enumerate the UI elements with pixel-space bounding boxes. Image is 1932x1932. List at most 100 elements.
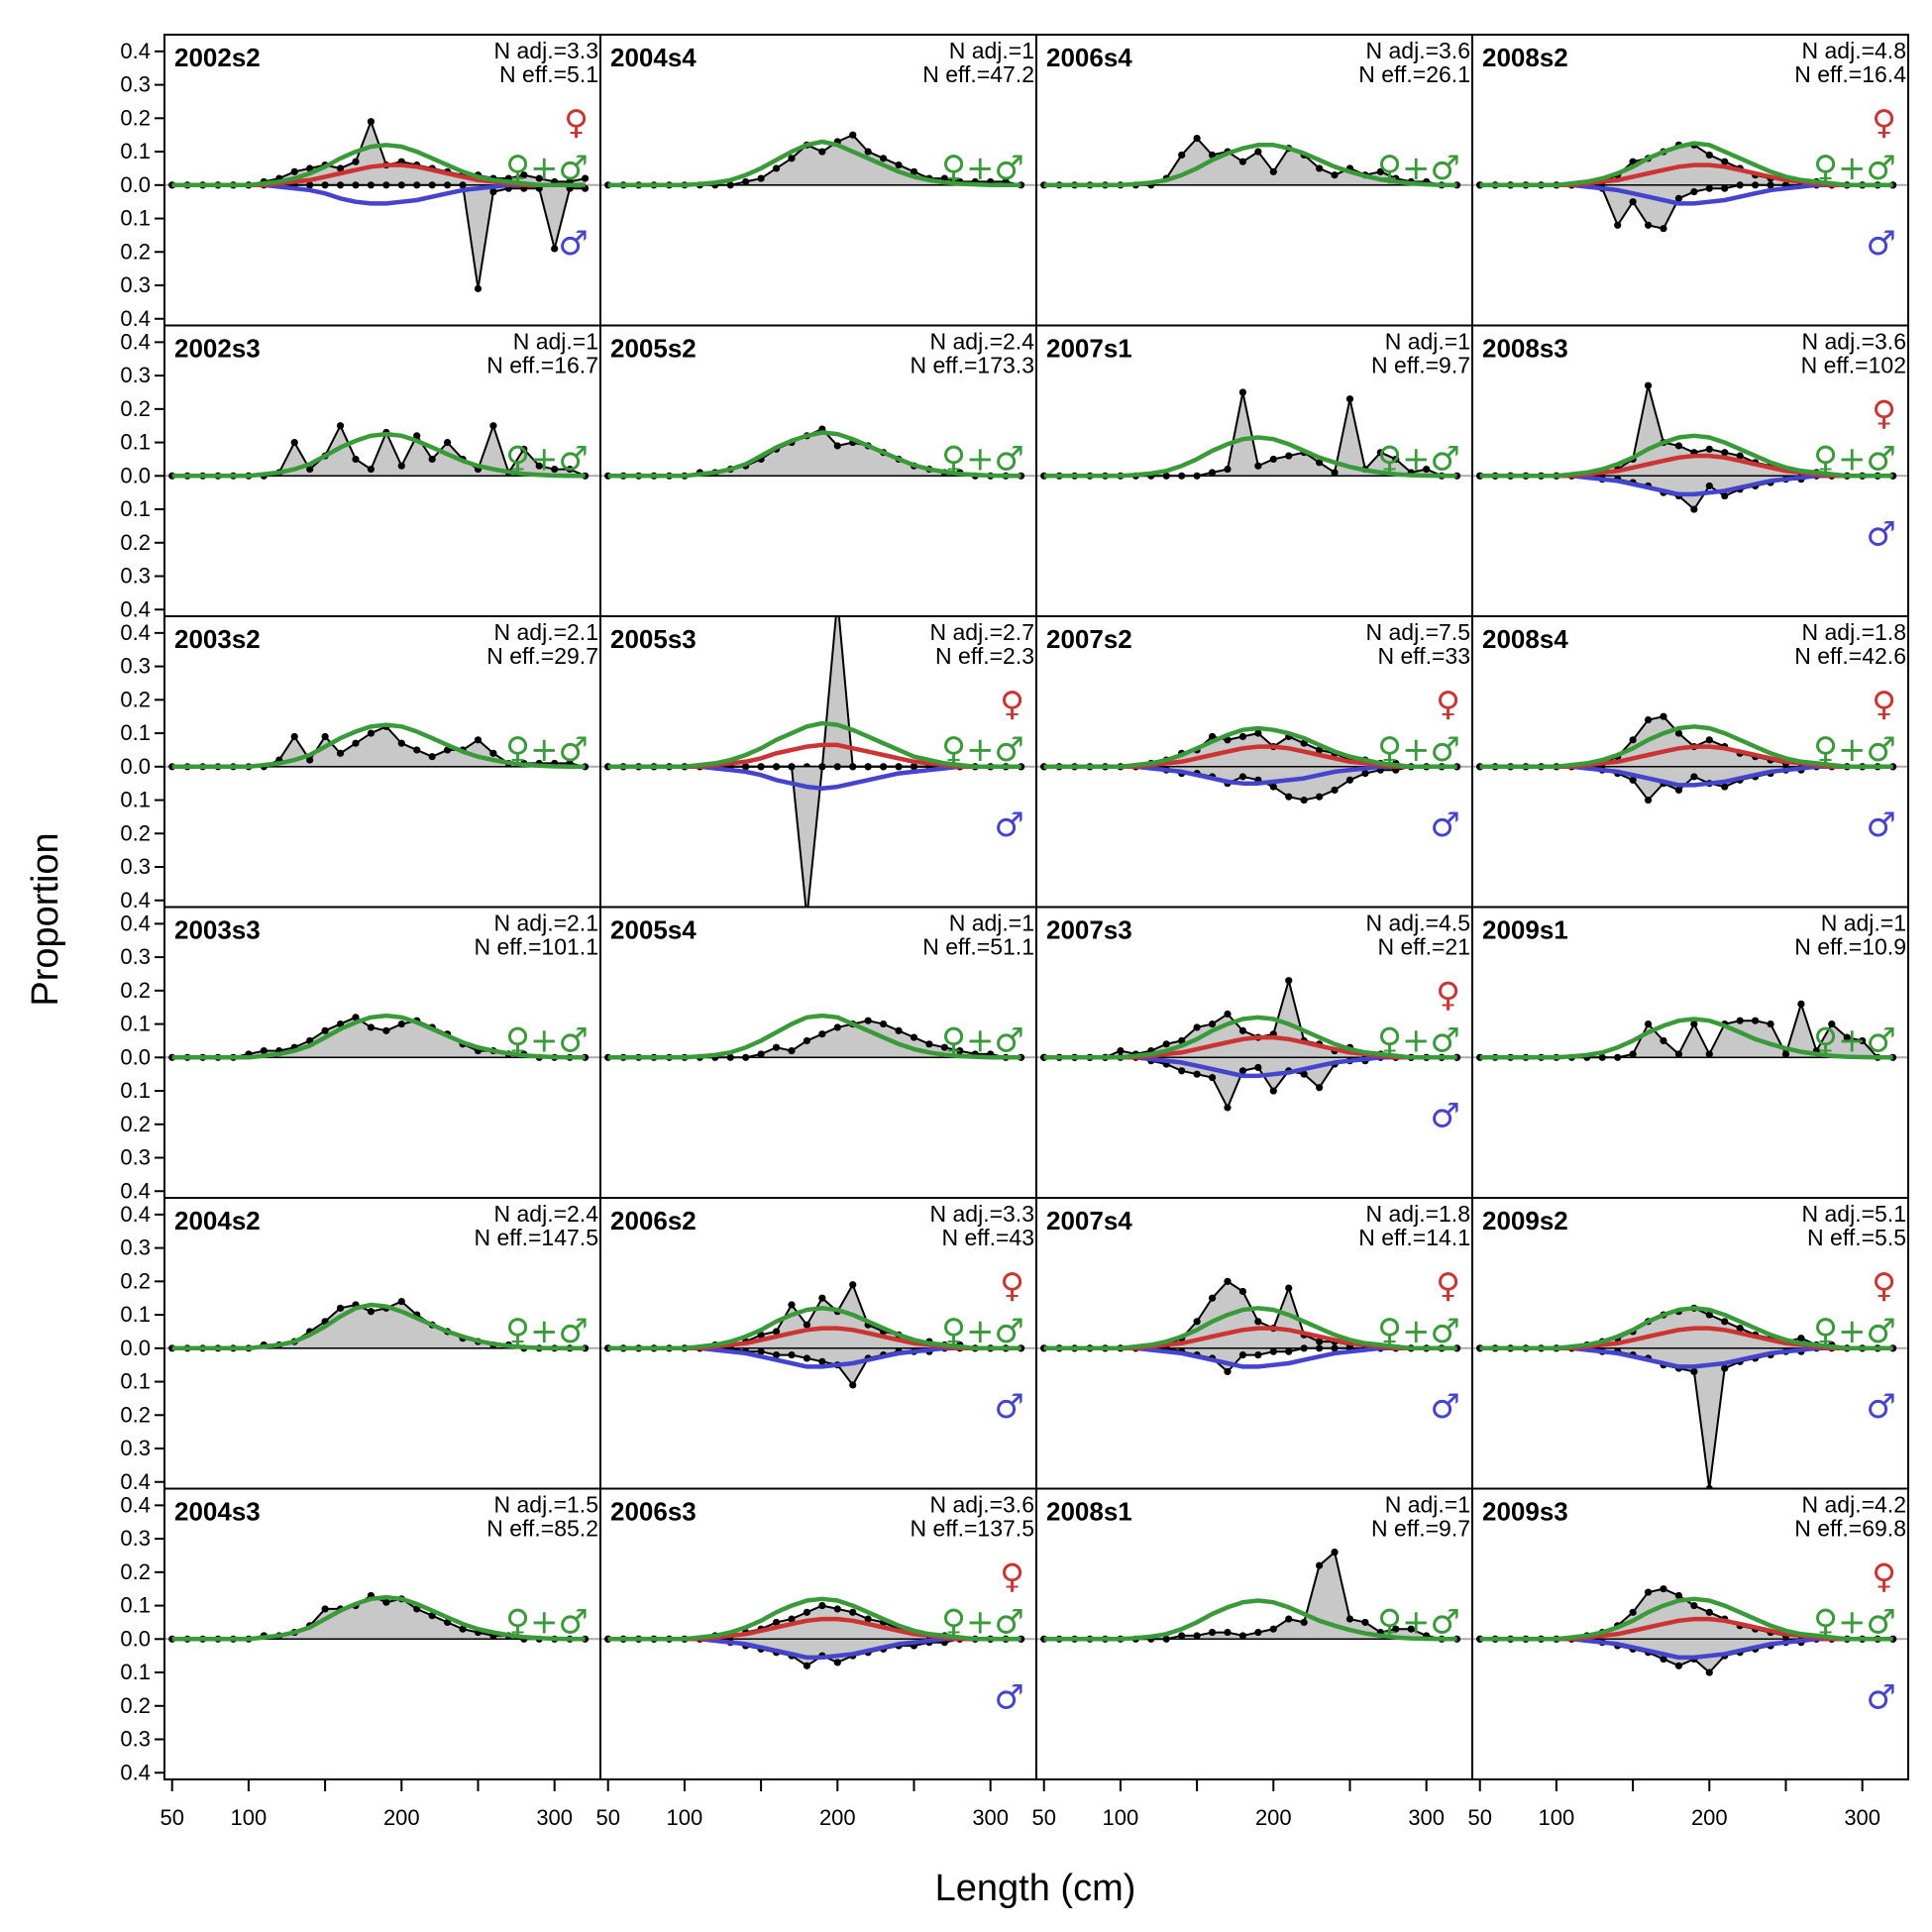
male-icon: ♂ <box>995 805 1024 845</box>
observed-female-point <box>1254 148 1262 156</box>
combined-sex-icon: ♀+♂ <box>941 439 1024 479</box>
male-icon: ♂ <box>1867 805 1896 845</box>
observed-male-point <box>1238 1067 1247 1075</box>
panel-label: 2009s1 <box>1482 915 1568 945</box>
observed-female-point <box>1721 1318 1729 1326</box>
observed-male-point <box>1254 1350 1262 1359</box>
observed-female-point <box>444 1618 452 1627</box>
panel-label: 2006s3 <box>610 1497 697 1527</box>
male-icon: ♂ <box>1867 224 1896 264</box>
y-tick-label: 0.4 <box>120 1178 151 1203</box>
observed-male-point <box>1705 482 1713 490</box>
observed-male-point <box>1178 1067 1186 1075</box>
panel-label: 2004s4 <box>610 43 697 72</box>
observed-female-area <box>171 1017 586 1058</box>
y-tick-label: 0.3 <box>120 854 151 879</box>
panel-plot-area <box>1472 141 1908 233</box>
observed-female-point <box>1178 1632 1186 1640</box>
panel-plot-area <box>164 1297 600 1352</box>
panel-label: 2002s2 <box>174 43 261 72</box>
observed-female-point <box>1238 1026 1247 1034</box>
female-icon: ♀ <box>1872 1556 1896 1596</box>
n-eff-label: N eff.=43 <box>941 1225 1034 1250</box>
observed-male-point <box>1193 1070 1201 1078</box>
n-adj-label: N adj.=1 <box>1385 329 1470 355</box>
observed-male-point <box>306 181 314 189</box>
observed-female-point <box>1238 1632 1247 1640</box>
observed-female-point <box>397 1020 405 1028</box>
panel-plot-area <box>1036 725 1472 805</box>
y-tick-label: 0.2 <box>120 978 151 1003</box>
n-adj-label: N adj.=5.1 <box>1802 1201 1907 1227</box>
n-eff-label: N eff.=16.7 <box>486 353 598 378</box>
observed-male-point <box>1629 776 1637 784</box>
observed-male-line <box>1479 1346 1893 1489</box>
observed-female-point <box>772 1328 781 1336</box>
observed-male-point <box>444 181 452 189</box>
observed-female-point <box>1300 1618 1308 1627</box>
observed-female-point <box>382 1026 390 1034</box>
n-adj-label: N adj.=4.8 <box>1802 38 1907 63</box>
female-icon: ♀ <box>1872 103 1896 143</box>
observed-male-point <box>352 181 360 189</box>
panel-label: 2008s3 <box>1482 334 1568 364</box>
observed-female-point <box>352 455 360 464</box>
observed-female-point <box>413 432 421 440</box>
observed-female-point <box>1208 469 1217 477</box>
female-icon: ♀ <box>564 103 589 143</box>
n-adj-label: N adj.=3.6 <box>930 1492 1035 1518</box>
observed-female-area <box>171 425 586 477</box>
observed-female-area <box>1479 1588 1893 1640</box>
observed-female-point <box>459 1625 467 1633</box>
n-adj-label: N adj.=2.1 <box>494 911 599 936</box>
observed-female-point <box>772 164 781 172</box>
observed-male-point <box>1614 221 1622 229</box>
axes-layer: 0.40.30.20.10.00.10.20.30.40.40.30.20.10… <box>120 39 1880 1830</box>
n-adj-label: N adj.=3.6 <box>1802 329 1907 355</box>
observed-female-point <box>367 1308 376 1316</box>
observed-female-point <box>428 1612 436 1620</box>
observed-male-point <box>336 181 345 189</box>
panel-2004s3: ♀+♂ 2004s3 N adj.=1.5N eff.=85.2 <box>163 1487 601 1780</box>
y-tick-label: 0.1 <box>120 720 151 745</box>
combined-sex-icon: ♀+♂ <box>1813 1602 1896 1642</box>
observed-male-point <box>804 913 810 920</box>
observed-male-line <box>171 183 586 289</box>
observed-male-point <box>1224 1367 1232 1376</box>
panel-frame <box>1471 1487 1909 1780</box>
n-adj-label: N adj.=1 <box>949 38 1034 63</box>
combined-sex-icon: ♀+♂ <box>1813 730 1896 770</box>
observed-female-point <box>352 739 360 747</box>
observed-female-point <box>444 746 452 754</box>
panel-2008s1: ♀+♂ 2008s1 N adj.=1N eff.=9.7 <box>1035 1487 1473 1780</box>
panel-2002s3: ♀+♂ 2002s3 N adj.=1N eff.=16.7 <box>163 324 601 617</box>
y-tick-label: 0.2 <box>120 239 151 264</box>
male-icon: ♂ <box>1431 805 1460 845</box>
combined-sex-icon: ♀+♂ <box>1377 1312 1460 1351</box>
observed-female-point <box>1767 1020 1774 1028</box>
observed-female-point <box>551 465 559 474</box>
observed-female-point <box>757 1050 765 1058</box>
combined-sex-icon: ♀+♂ <box>941 730 1024 770</box>
observed-female-point <box>1208 151 1217 160</box>
x-tick-label: 300 <box>1844 1805 1880 1830</box>
observed-female-point <box>428 455 436 464</box>
y-tick-label: 0.1 <box>120 206 151 231</box>
observed-male-point <box>397 181 405 189</box>
x-tick-label: 200 <box>1255 1805 1292 1830</box>
observed-female-point <box>1705 736 1713 744</box>
observed-male-point <box>757 1347 765 1355</box>
n-eff-label: N eff.=33 <box>1377 643 1470 669</box>
y-tick-label: 0.2 <box>120 1268 151 1293</box>
y-tick-label: 0.3 <box>120 1145 151 1170</box>
panel-label: 2003s3 <box>174 915 261 945</box>
panel-plot-area <box>1036 134 1472 189</box>
observed-female-area <box>607 1605 1021 1640</box>
observed-male-point <box>1300 796 1308 805</box>
observed-female-point <box>1376 449 1384 457</box>
male-icon: ♂ <box>1867 514 1896 554</box>
observed-male-point <box>1690 505 1698 513</box>
n-adj-label: N adj.=1.8 <box>1802 619 1907 645</box>
male-icon: ♂ <box>995 1677 1024 1717</box>
y-tick-label: 0.4 <box>120 888 151 912</box>
